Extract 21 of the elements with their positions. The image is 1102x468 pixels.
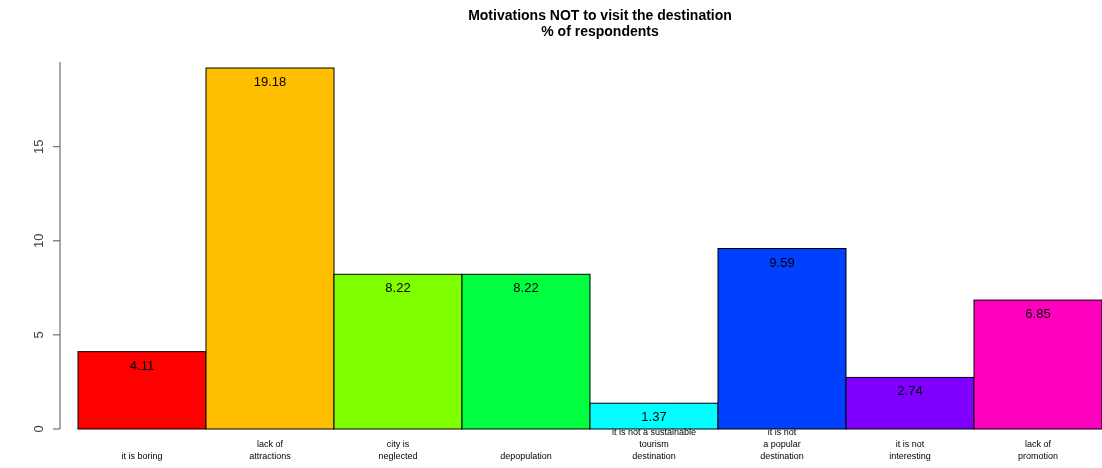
data-label: 1.37 (641, 409, 667, 425)
data-label: 8.22 (513, 280, 539, 296)
data-label: 4.11 (129, 357, 155, 373)
data-label: 9.59 (769, 254, 795, 270)
x-tick-label: it is not a sustainable tourism destination (611, 427, 697, 461)
data-label: 8.22 (385, 280, 411, 296)
x-tick-label: it is not a popular destination (760, 427, 804, 461)
y-tick-label: 15 (31, 139, 46, 154)
data-label: 19.18 (253, 74, 287, 90)
y-tick-label: 0 (31, 425, 46, 433)
x-tick-label: it is boring (121, 451, 163, 461)
x-tick-label: city is neglected (378, 439, 418, 461)
x-tick-label: lack of promotion (1017, 439, 1059, 461)
y-tick-label: 10 (31, 233, 46, 249)
x-tick-label: it is not interesting (889, 439, 931, 461)
data-label: 2.74 (897, 383, 923, 399)
y-tick-label: 5 (31, 331, 46, 339)
x-tick-label: depopulation (500, 451, 552, 461)
chart-title: Motivations NOT to visit the destination % of respondents (468, 7, 732, 39)
x-tick-label: lack of attractions (249, 439, 292, 461)
data-label: 6.85 (1025, 306, 1051, 322)
